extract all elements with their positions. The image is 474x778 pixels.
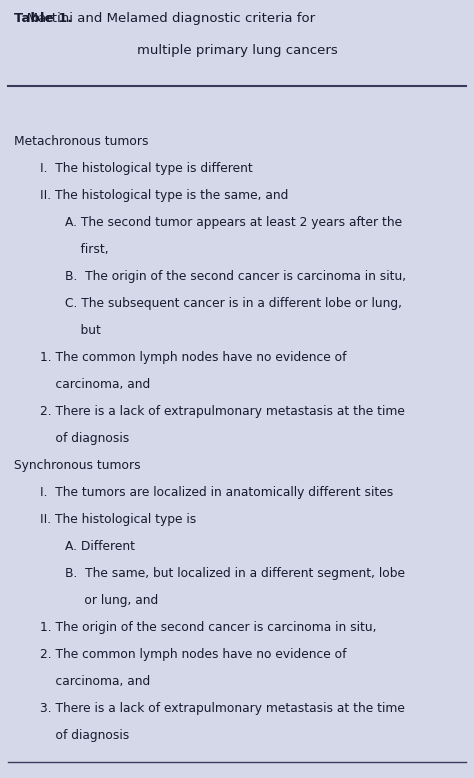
Text: 2. There is a lack of extrapulmonary metastasis at the time: 2. There is a lack of extrapulmonary met… <box>40 405 405 418</box>
Text: I.  The tumors are localized in anatomically different sites: I. The tumors are localized in anatomica… <box>40 486 393 499</box>
Text: 1. The common lymph nodes have no evidence of: 1. The common lymph nodes have no eviden… <box>40 351 346 364</box>
Text: Synchronous tumors: Synchronous tumors <box>14 459 141 472</box>
Text: C. The subsequent cancer is in a different lobe or lung,: C. The subsequent cancer is in a differe… <box>65 297 402 310</box>
Text: 3. There is a lack of extrapulmonary metastasis at the time: 3. There is a lack of extrapulmonary met… <box>40 702 405 715</box>
Text: Metachronous tumors: Metachronous tumors <box>14 135 148 148</box>
Text: or lung, and: or lung, and <box>65 594 158 607</box>
Text: A. The second tumor appears at least 2 years after the: A. The second tumor appears at least 2 y… <box>65 216 402 229</box>
Text: first,: first, <box>65 243 109 256</box>
Text: A. Different: A. Different <box>65 540 135 553</box>
Text: I.  The histological type is different: I. The histological type is different <box>40 162 253 175</box>
Text: B.  The same, but localized in a different segment, lobe: B. The same, but localized in a differen… <box>65 567 405 580</box>
Text: carcinoma, and: carcinoma, and <box>40 675 150 688</box>
Text: of diagnosis: of diagnosis <box>40 432 129 445</box>
Text: of diagnosis: of diagnosis <box>40 729 129 742</box>
Text: B.  The origin of the second cancer is carcinoma in situ,: B. The origin of the second cancer is ca… <box>65 270 406 283</box>
Text: II. The histological type is the same, and: II. The histological type is the same, a… <box>40 189 288 202</box>
Text: 1. The origin of the second cancer is carcinoma in situ,: 1. The origin of the second cancer is ca… <box>40 621 376 634</box>
Text: II. The histological type is: II. The histological type is <box>40 513 196 526</box>
Text: Martini and Melamed diagnostic criteria for: Martini and Melamed diagnostic criteria … <box>14 12 315 25</box>
Text: but: but <box>65 324 101 337</box>
Text: Table 1.: Table 1. <box>14 12 73 25</box>
Text: carcinoma, and: carcinoma, and <box>40 378 150 391</box>
Text: 2. The common lymph nodes have no evidence of: 2. The common lymph nodes have no eviden… <box>40 648 346 661</box>
Text: multiple primary lung cancers: multiple primary lung cancers <box>137 44 337 57</box>
